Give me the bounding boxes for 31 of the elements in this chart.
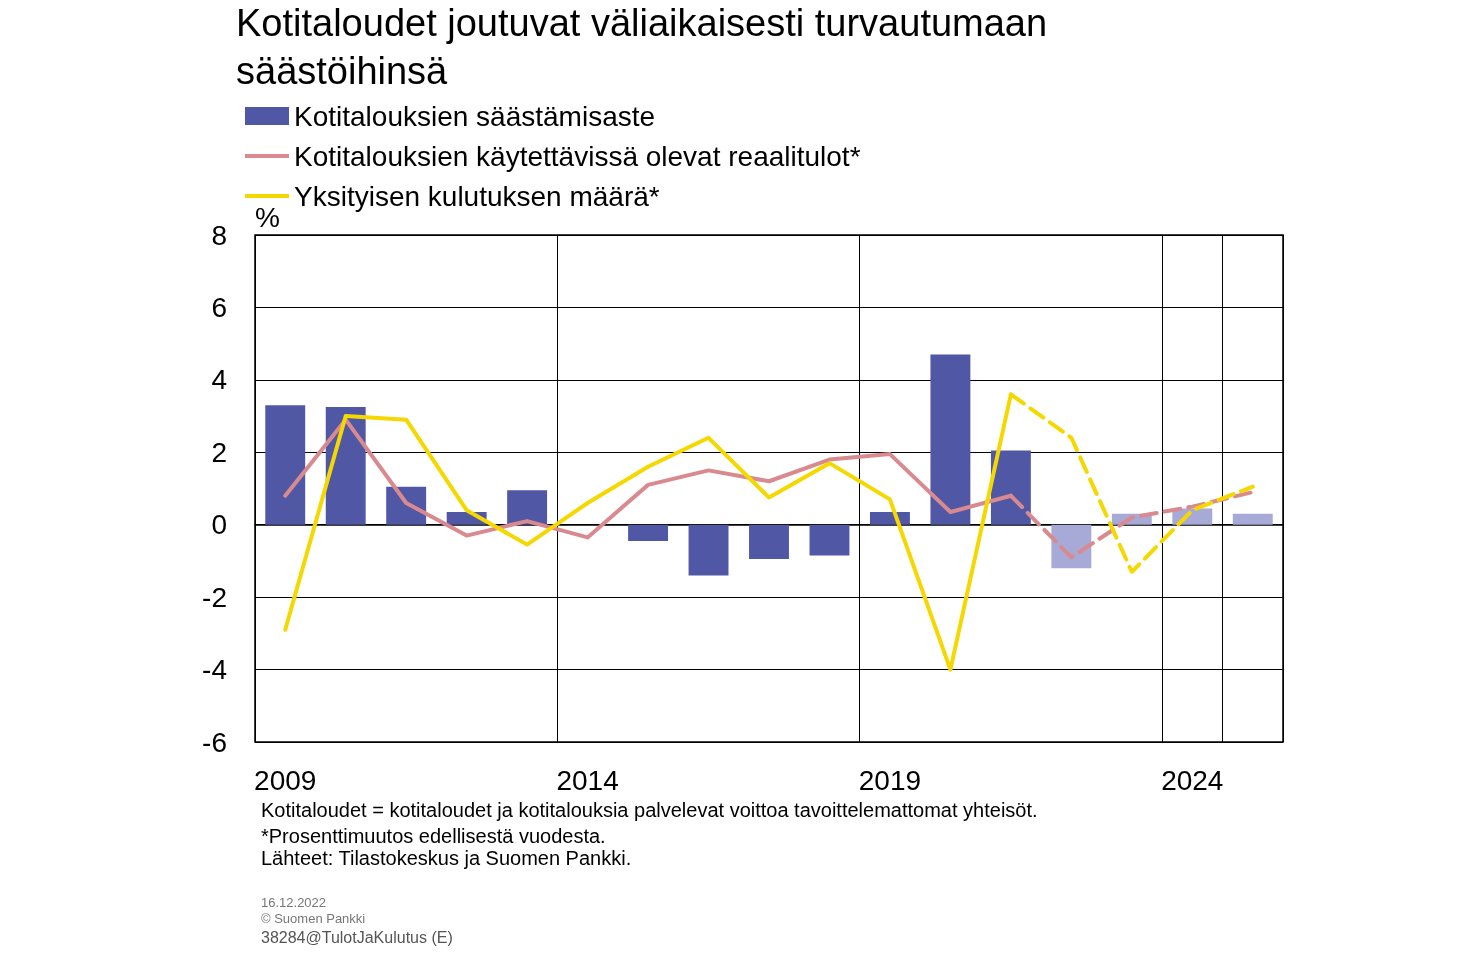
legend-label: Kotitalouksien käytettävissä olevat reaalitulot*	[294, 140, 861, 172]
bar	[1232, 513, 1273, 525]
y-tick-label: -6	[202, 726, 227, 758]
bar	[930, 354, 971, 525]
chart-title: Kotitaloudet joutuvat väliaikaisesti turvautumaan säästöihinsä	[236, 2, 1058, 92]
bar	[688, 524, 729, 576]
bar	[628, 524, 669, 542]
text: © Suomen Pankki	[261, 911, 366, 927]
text: Kotitaloudet = kotitaloudet ja kotitalouksia palvelevat voittoa tavoittelemattomat yhteisöt.	[261, 799, 1038, 821]
text: *Prosenttimuutos edellisestä vuodesta.	[261, 825, 606, 847]
x-tick-label: 2009	[254, 764, 317, 796]
y-tick-label: 0	[211, 509, 227, 541]
x-tick-label: 2024	[1161, 764, 1224, 796]
bar	[749, 524, 789, 560]
y-tick-label: 6	[211, 291, 227, 323]
bar	[265, 405, 306, 525]
text: 38284@TulotJaKulutus (E)	[261, 928, 453, 946]
y-tick-label: -4	[202, 654, 227, 686]
legend-label: Kotitalouksien säästämisaste	[294, 100, 656, 132]
bar	[507, 490, 548, 525]
legend-label: Yksityisen kulutuksen määrä*	[294, 180, 660, 212]
y-tick-label: 4	[211, 364, 227, 396]
x-tick-label: 2014	[556, 764, 619, 796]
x-tick-label: 2019	[858, 764, 922, 796]
y-tick-label: 2	[211, 436, 227, 468]
text: 16.12.2022	[261, 895, 327, 911]
y-tick-label: 8	[211, 219, 227, 251]
y-axis-title: %	[255, 201, 280, 233]
y-tick-label: -2	[202, 581, 227, 613]
bar	[809, 524, 850, 556]
text: Lähteet: Tilastokeskus ja Suomen Pankki.	[261, 847, 632, 869]
